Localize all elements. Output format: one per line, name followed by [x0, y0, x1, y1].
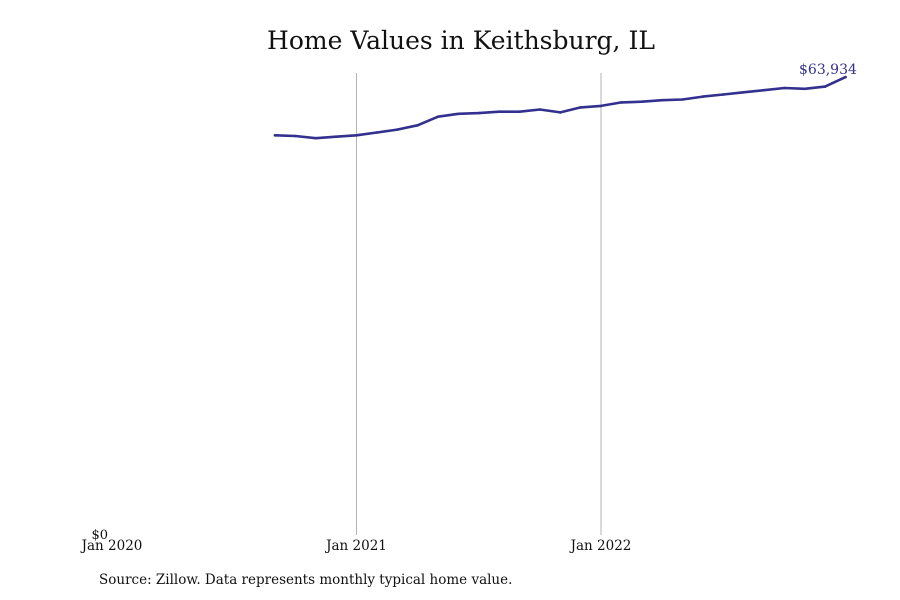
- x-tick-label: Jan 2020: [80, 538, 143, 554]
- series-line: [273, 75, 847, 140]
- data-point: [375, 131, 379, 134]
- data-point: [681, 98, 684, 101]
- data-point: [497, 110, 501, 113]
- data-point: [579, 106, 582, 109]
- data-point: [701, 95, 705, 98]
- tick-labels: Jan 2020 Jan 2021 Jan 2022 $0: [80, 528, 632, 554]
- data-point: [538, 108, 542, 111]
- data-point: [783, 86, 786, 90]
- data-point: [436, 115, 440, 118]
- data-point: [620, 101, 623, 104]
- data-point: [599, 104, 603, 108]
- end-value-label: $63,934: [799, 62, 857, 78]
- data-point: [416, 124, 419, 127]
- data-point: [457, 112, 460, 116]
- data-point: [722, 93, 725, 96]
- data-point: [762, 88, 766, 92]
- data-point: [314, 136, 318, 140]
- data-point: [844, 75, 847, 79]
- data-point: [742, 91, 745, 94]
- data-point: [640, 100, 644, 103]
- data-line-group: [273, 75, 847, 140]
- data-point: [660, 98, 664, 102]
- data-point: [477, 111, 481, 115]
- data-point: [803, 87, 807, 91]
- data-point: [334, 135, 338, 138]
- source-note: Source: Zillow. Data represents monthly …: [99, 572, 513, 588]
- data-point: [396, 128, 399, 131]
- y-tick-label: $0: [91, 528, 108, 543]
- x-tick-label: Jan 2022: [569, 538, 632, 554]
- data-point: [355, 134, 358, 137]
- data-point: [273, 134, 277, 137]
- gridlines: [356, 73, 602, 535]
- data-point: [559, 111, 562, 114]
- data-point: [518, 110, 521, 113]
- data-point: [294, 134, 297, 138]
- x-tick-label: Jan 2021: [324, 538, 387, 554]
- data-point: [823, 85, 827, 88]
- chart-title: Home Values in Keithsburg, IL: [267, 26, 655, 55]
